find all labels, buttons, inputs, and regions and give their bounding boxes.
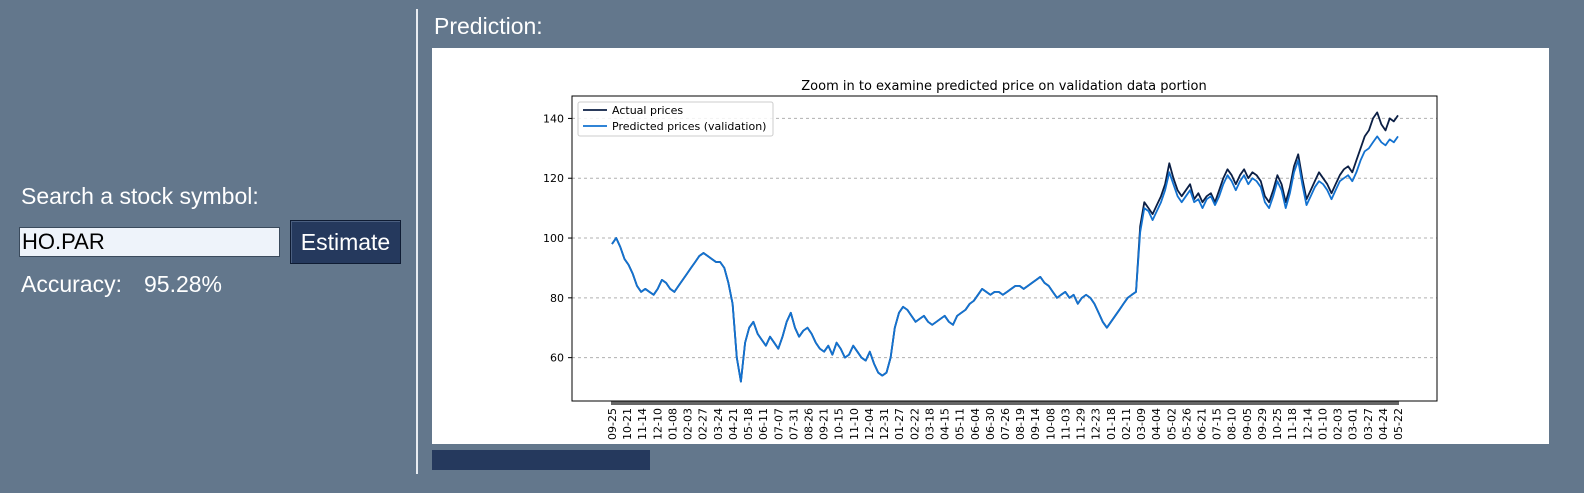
x-tick-label: 10-21 xyxy=(621,408,634,440)
prediction-chart: Zoom in to examine predicted price on va… xyxy=(543,79,1438,440)
predicted-prices-line xyxy=(611,135,1399,383)
x-tick-label: 11-03 xyxy=(1059,408,1072,440)
x-tick-label: 01-10 xyxy=(1316,408,1329,440)
x-tick-label: 06-11 xyxy=(757,408,770,440)
x-tick-label: 11-10 xyxy=(848,408,861,440)
y-tick-label: 140 xyxy=(543,112,564,125)
accuracy-row: Accuracy: 95.28% xyxy=(21,271,222,298)
x-tick-label: 12-31 xyxy=(878,408,891,440)
x-tick-label: 07-07 xyxy=(772,408,785,440)
x-tick-label: 09-21 xyxy=(818,408,831,440)
x-tick-label: 02-22 xyxy=(908,408,921,440)
prediction-title: Prediction: xyxy=(434,13,543,39)
x-tick-label: 04-04 xyxy=(1150,408,1163,440)
x-tick-label: 05-26 xyxy=(1180,408,1193,440)
x-tick-label: 04-24 xyxy=(1377,408,1390,440)
x-tick-label: 06-30 xyxy=(984,408,997,440)
x-tick-label: 02-27 xyxy=(697,408,710,440)
x-tick-label: 10-15 xyxy=(833,408,846,440)
x-tick-label: 11-29 xyxy=(1075,408,1088,440)
plot-frame xyxy=(571,95,1438,402)
x-tick-label: 04-15 xyxy=(939,408,952,440)
x-tick-label: 10-25 xyxy=(1271,408,1284,440)
x-tick-label: 11-14 xyxy=(636,408,649,440)
panel-divider xyxy=(416,9,418,474)
x-tick-label: 06-21 xyxy=(1196,408,1209,440)
x-tick-label: 12-14 xyxy=(1301,408,1314,440)
x-tick-label: 09-14 xyxy=(1029,408,1042,440)
estimate-button[interactable]: Estimate xyxy=(290,220,401,264)
symbol-input[interactable] xyxy=(19,227,280,257)
left-panel: Search a stock symbol: Estimate Accuracy… xyxy=(0,0,418,493)
x-tick-label: 05-11 xyxy=(954,408,967,440)
x-tick-label: 03-01 xyxy=(1347,408,1360,440)
y-tick-label: 80 xyxy=(550,292,564,305)
x-tick-label: 08-10 xyxy=(1226,408,1239,440)
accuracy-label: Accuracy: xyxy=(21,271,122,297)
series-layer xyxy=(611,111,1399,383)
x-tick-label: 12-23 xyxy=(1090,408,1103,440)
x-tick-label: 04-21 xyxy=(727,408,740,440)
x-tick-label: 12-04 xyxy=(863,408,876,440)
x-tick-label: 02-11 xyxy=(1120,408,1133,440)
x-tick-label: 01-27 xyxy=(893,408,906,440)
horizontal-scrollbar[interactable] xyxy=(432,444,1549,472)
chart-legend: Actual prices Predicted prices (validati… xyxy=(577,101,774,137)
legend-predicted-label: Predicted prices (validation) xyxy=(612,120,766,133)
x-tick-label: 08-26 xyxy=(803,408,816,440)
x-tick-label: 07-26 xyxy=(999,408,1012,440)
x-tick-label: 02-03 xyxy=(1332,408,1345,440)
x-tick-label: 08-19 xyxy=(1014,408,1027,440)
x-tick-label: 03-27 xyxy=(1362,408,1375,440)
x-tick-label: 01-18 xyxy=(1105,408,1118,440)
x-axis: 09-25 10-21 11-14 12-10 01-08 02-03 02-27 03-24… xyxy=(606,401,1405,440)
y-tick-label: 100 xyxy=(543,232,564,245)
y-tick-label: 60 xyxy=(550,352,564,365)
x-tick-label: 09-05 xyxy=(1241,408,1254,440)
chart-area: Zoom in to examine predicted price on va… xyxy=(432,48,1549,444)
x-tick-label: 09-25 xyxy=(606,408,619,440)
x-tick-label: 05-02 xyxy=(1165,408,1178,440)
x-tick-label: 05-18 xyxy=(742,408,755,440)
accuracy-value: 95.28% xyxy=(143,271,222,297)
y-axis: 60 80 100 120 140 xyxy=(543,112,572,365)
x-tick-label: 10-08 xyxy=(1044,408,1057,440)
search-label: Search a stock symbol: xyxy=(21,183,259,209)
x-tick-label: 03-18 xyxy=(923,408,936,440)
x-tick-label: 01-08 xyxy=(666,408,679,440)
x-tick-label: 03-09 xyxy=(1135,408,1148,440)
x-tick-label: 11-18 xyxy=(1286,408,1299,440)
x-tick-label: 05-22 xyxy=(1392,408,1405,440)
x-tick-label: 12-10 xyxy=(651,408,664,440)
legend-box xyxy=(577,101,774,137)
x-tick-label: 07-31 xyxy=(787,408,800,440)
x-tick-label: 02-03 xyxy=(682,408,695,440)
legend-actual-label: Actual prices xyxy=(612,104,683,117)
grid-layer xyxy=(572,117,1437,359)
chart-title: Zoom in to examine predicted price on va… xyxy=(801,79,1206,94)
actual-prices-line xyxy=(611,111,1399,383)
x-tick-label: 09-29 xyxy=(1256,408,1269,440)
y-tick-label: 120 xyxy=(543,172,564,185)
x-tick-label: 06-04 xyxy=(969,408,982,440)
scrollbar-thumb[interactable] xyxy=(432,450,650,470)
x-tick-label: 07-15 xyxy=(1211,408,1224,440)
x-tick-label: 03-24 xyxy=(712,408,725,440)
